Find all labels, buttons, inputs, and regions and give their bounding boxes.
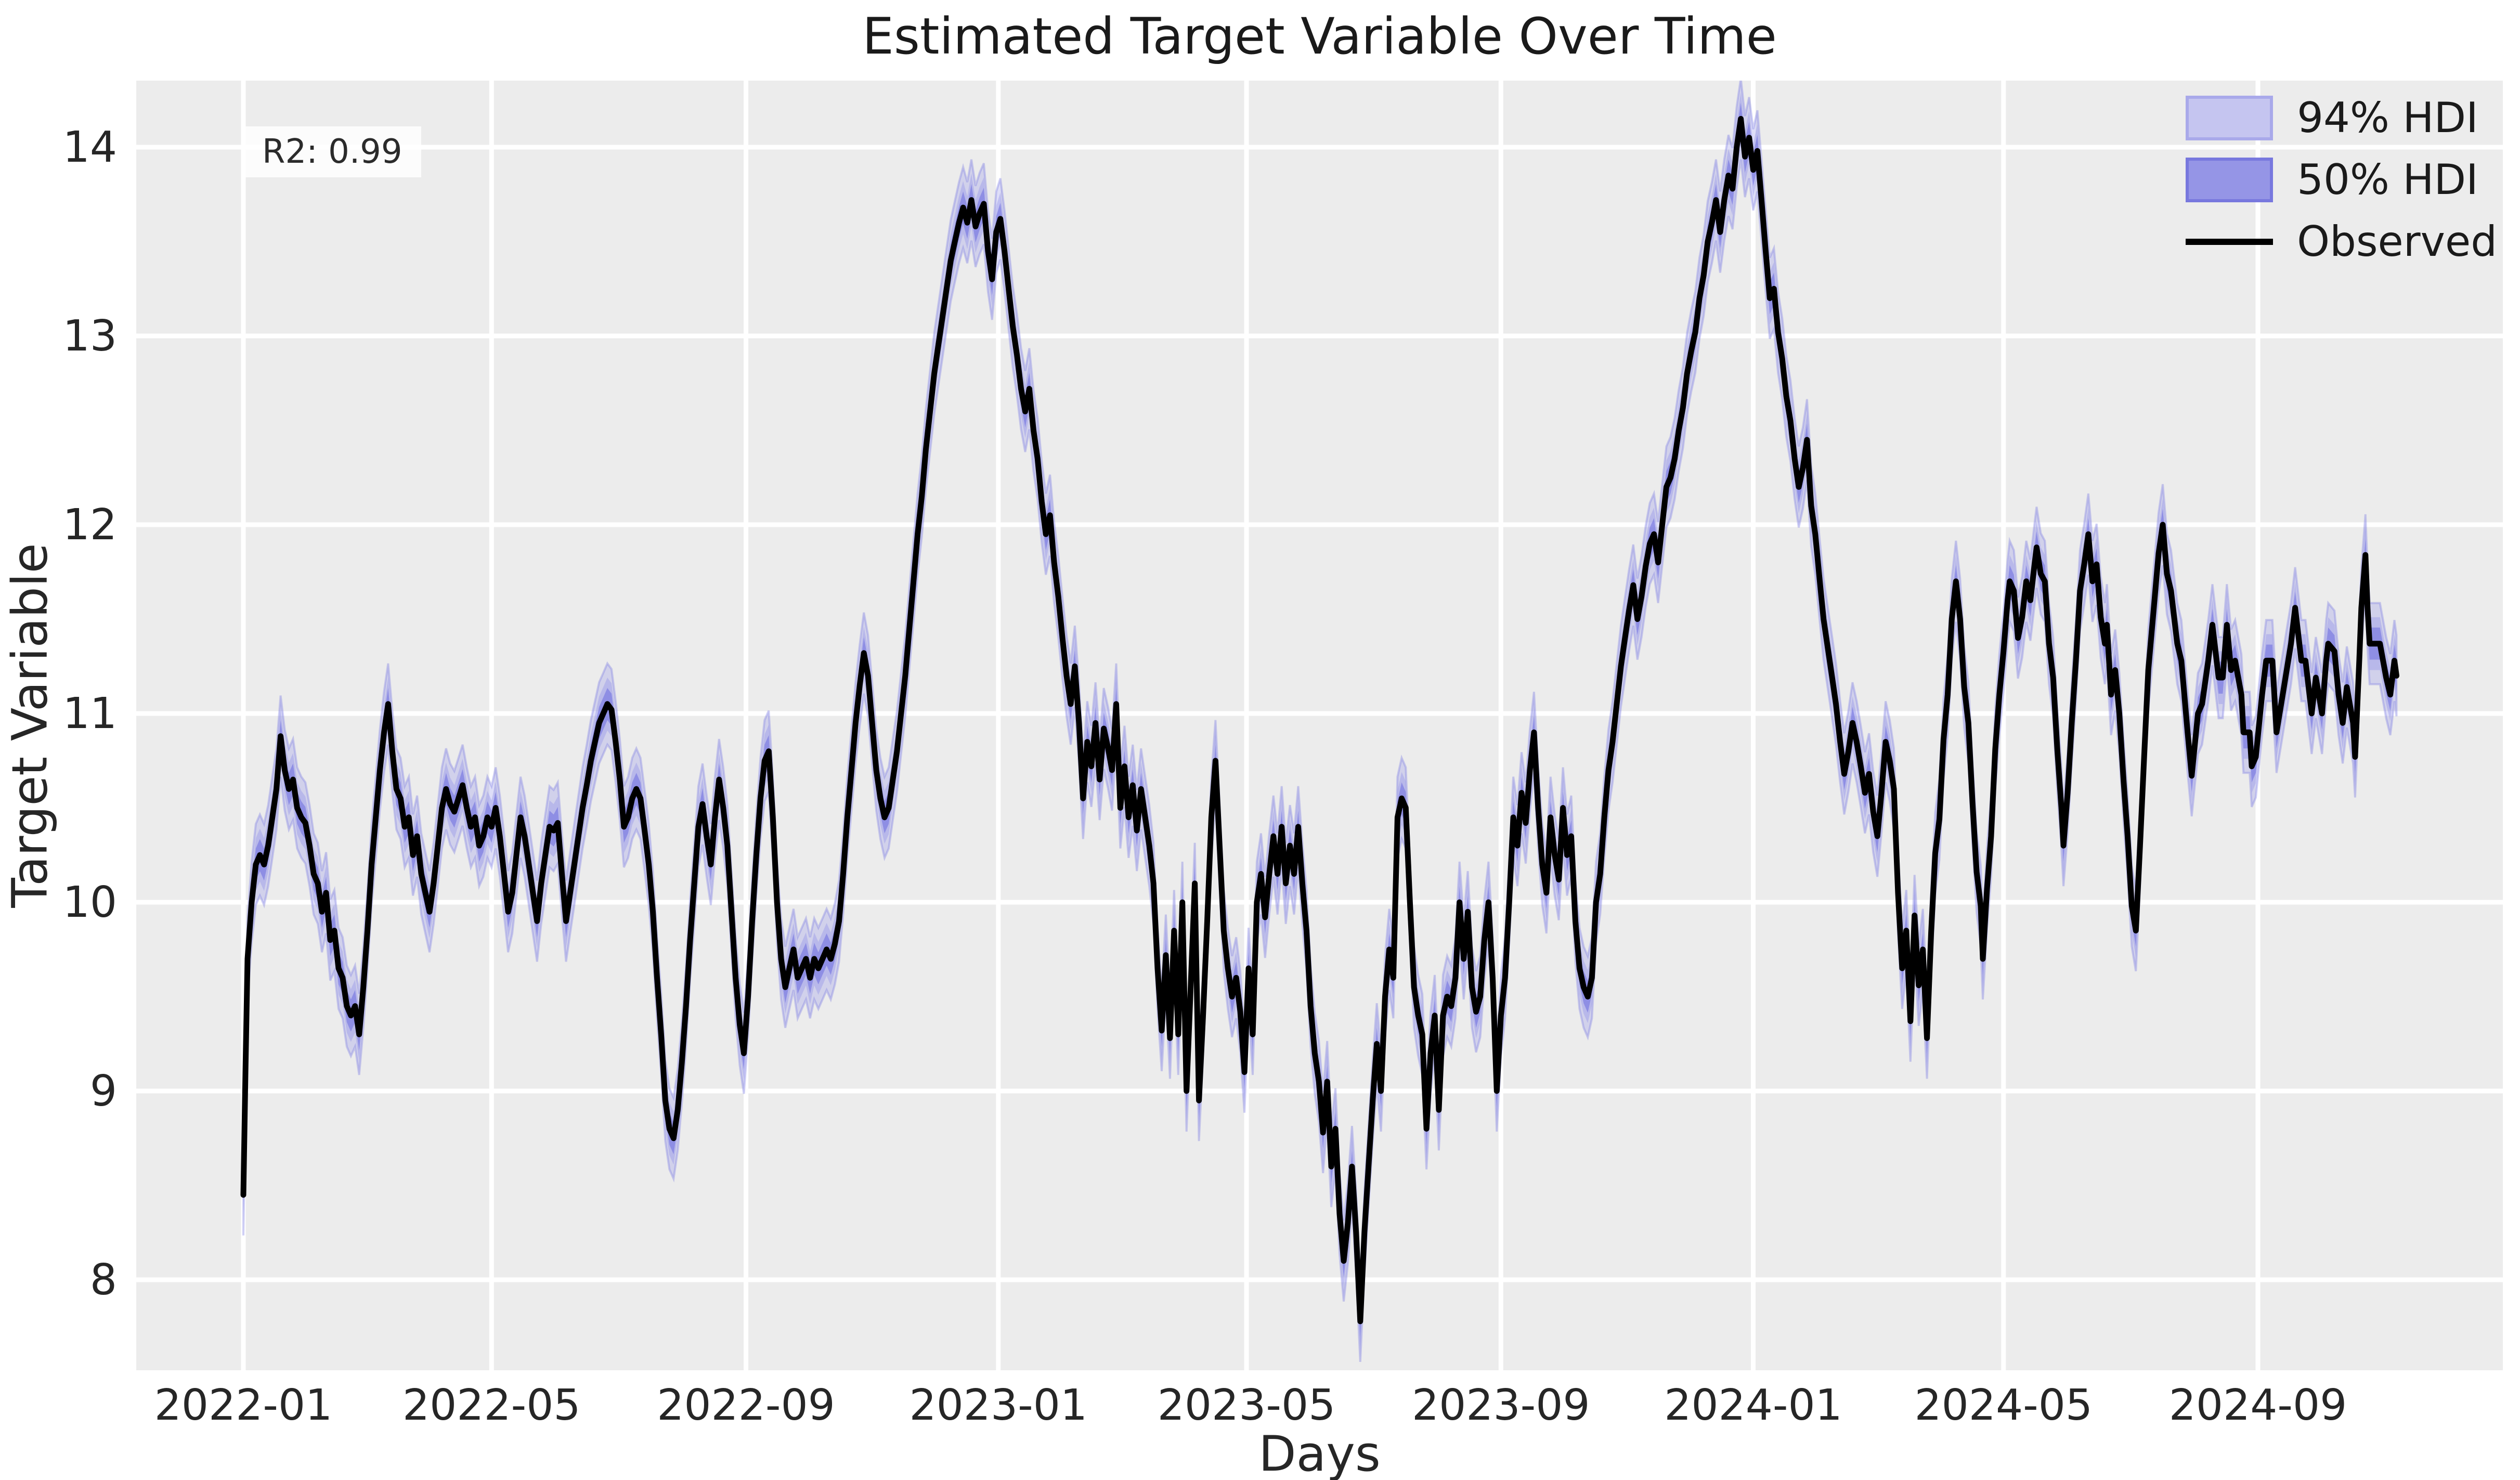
chart-title: Estimated Target Variable Over Time bbox=[862, 7, 1777, 66]
x-tick-label: 2024-05 bbox=[1914, 1381, 2093, 1430]
legend-label: 50% HDI bbox=[2297, 155, 2478, 204]
x-tick-label: 2023-01 bbox=[909, 1381, 1087, 1430]
y-tick-label: 8 bbox=[90, 1255, 117, 1305]
y-axis-label: Target Variable bbox=[2, 543, 59, 908]
x-tick-label: 2023-05 bbox=[1158, 1381, 1336, 1430]
x-tick-label: 2024-09 bbox=[2169, 1381, 2347, 1430]
series-group bbox=[240, 81, 2399, 1362]
y-tick-label: 13 bbox=[63, 311, 117, 361]
y-tick-label: 9 bbox=[90, 1067, 117, 1116]
hdi-94-swatch-icon bbox=[2186, 95, 2274, 140]
legend-row-observed: Observed bbox=[2186, 217, 2497, 266]
legend-label: Observed bbox=[2297, 217, 2497, 266]
y-tick-label: 10 bbox=[63, 878, 117, 927]
legend-label: 94% HDI bbox=[2297, 94, 2478, 142]
y-tick-label: 11 bbox=[63, 689, 117, 738]
observed-line bbox=[240, 116, 2399, 1325]
x-tick-label: 2022-09 bbox=[657, 1381, 835, 1430]
legend: 94% HDI 50% HDI Observed bbox=[2186, 94, 2497, 266]
x-tick-label: 2023-09 bbox=[1412, 1381, 1590, 1430]
x-tick-label: 2022-01 bbox=[154, 1381, 333, 1430]
hdi-50-swatch-icon bbox=[2186, 157, 2274, 202]
x-tick-label: 2024-01 bbox=[1664, 1381, 1842, 1430]
y-tick-label: 12 bbox=[63, 500, 117, 550]
legend-row-50-hdi: 50% HDI bbox=[2186, 155, 2497, 204]
y-tick-label: 14 bbox=[63, 123, 117, 172]
observed-line-icon bbox=[2186, 238, 2274, 245]
r2-annotation: R2: 0.99 bbox=[243, 126, 421, 177]
x-tick-label: 2022-05 bbox=[402, 1381, 581, 1430]
legend-row-94-hdi: 94% HDI bbox=[2186, 94, 2497, 142]
plot-background bbox=[136, 81, 2503, 1370]
x-axis-label: Days bbox=[1258, 1426, 1381, 1480]
